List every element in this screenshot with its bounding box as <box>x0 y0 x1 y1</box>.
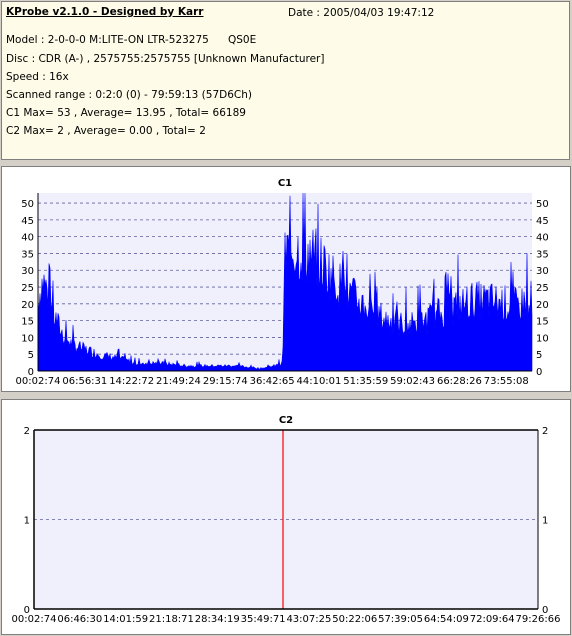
scan-speed: Speed : 16x <box>6 71 69 83</box>
c2-xtick-label: 79:26:66 <box>516 614 561 625</box>
c1-ytick-left: 30 <box>21 266 34 277</box>
c1-ytick-right: 0 <box>536 367 542 378</box>
c2-xtick-label: 43:07:25 <box>286 614 331 625</box>
disc-info: Disc : CDR (A-) , 2575755:2575755 [Unkno… <box>6 53 325 65</box>
c1-xtick-label: 06:56:31 <box>62 376 107 387</box>
drive-model: Model : 2-0-0-0 M:LITE-ON LTR-523275 <box>6 34 209 46</box>
scan-date: Date : 2005/04/03 19:47:12 <box>288 7 435 19</box>
c2-xtick-label: 00:02:74 <box>12 614 57 625</box>
c2-chart-title: C2 <box>279 415 293 426</box>
c1-ytick-right: 30 <box>536 266 549 277</box>
c1-xtick-label: 00:02:74 <box>16 376 61 387</box>
scanned-range: Scanned range : 0:2:0 (0) - 79:59:13 (57… <box>6 89 252 101</box>
c2-xtick-label: 72:09:64 <box>470 614 515 625</box>
c1-ytick-left: 5 <box>28 350 34 361</box>
c2-xtick-label: 14:01:59 <box>103 614 148 625</box>
c2-xtick-label: 28:34:19 <box>195 614 240 625</box>
c1-xtick-label: 44:10:01 <box>296 376 341 387</box>
info-panel: KProbe v2.1.0 - Designed by Karr Date : … <box>1 1 570 160</box>
c1-chart-title: C1 <box>278 178 292 189</box>
c1-ytick-right: 20 <box>536 300 549 311</box>
c1-ytick-right: 15 <box>536 317 549 328</box>
c2-chart-panel: 0 0 1 1 2 2 00:02:74 06:46:30 14:01:59 21:18:71 28… <box>1 399 571 635</box>
c1-ytick-left: 45 <box>21 216 34 227</box>
c2-stats: C2 Max= 2 , Average= 0.00 , Total= 2 <box>6 125 206 137</box>
c2-ytick-left: 1 <box>24 516 30 527</box>
c1-xtick-label: 73:55:08 <box>484 376 529 387</box>
c2-xtick-label: 06:46:30 <box>57 614 102 625</box>
c2-chart: 0 0 1 1 2 2 00:02:74 06:46:30 14:01:59 21:18:71 28… <box>12 415 561 625</box>
c1-ytick-right: 5 <box>536 350 542 361</box>
c1-chart: 0 0 5 5 10 10 15 15 20 20 25 25 30 30 35 35 40 40 45 45 50 50… <box>16 178 549 387</box>
c2-xtick-label: 35:49:71 <box>241 614 286 625</box>
c1-ytick-left: 10 <box>21 333 34 344</box>
app-title: KProbe v2.1.0 - Designed by Karr <box>6 6 204 18</box>
c2-ytick-right: 0 <box>542 605 548 616</box>
c1-series <box>37 192 533 372</box>
c1-ytick-right: 40 <box>536 233 549 244</box>
c2-ytick-left: 2 <box>24 426 30 437</box>
c1-xtick-label: 14:22:72 <box>109 376 154 387</box>
firmware-code: QS0E <box>228 34 257 46</box>
c1-xtick-label: 59:02:43 <box>390 376 435 387</box>
c1-ytick-right: 50 <box>536 199 549 210</box>
c2-xtick-label: 21:18:71 <box>149 614 194 625</box>
c1-ytick-left: 20 <box>21 300 34 311</box>
c1-xtick-label: 51:35:59 <box>343 376 388 387</box>
c1-area <box>37 192 533 372</box>
c2-ytick-left: 0 <box>24 605 30 616</box>
c2-ytick-right: 2 <box>542 426 548 437</box>
c2-xtick-label: 57:39:05 <box>378 614 423 625</box>
c1-ytick-right: 35 <box>536 249 549 260</box>
c1-xtick-label: 36:42:65 <box>250 376 295 387</box>
c1-ytick-left: 50 <box>21 199 34 210</box>
c1-xtick-label: 66:28:26 <box>437 376 482 387</box>
c1-ytick-left: 0 <box>28 367 34 378</box>
c1-stats: C1 Max= 53 , Average= 13.95 , Total= 661… <box>6 107 246 119</box>
c1-chart-panel: 0 0 5 5 10 10 15 15 20 20 25 25 30 30 35 35 40 40 45 45 50 50… <box>1 166 571 392</box>
c1-ytick-left: 40 <box>21 233 34 244</box>
c2-xtick-label: 64:54:09 <box>424 614 469 625</box>
c2-ytick-right: 1 <box>542 516 548 527</box>
c1-ytick-left: 35 <box>21 249 34 260</box>
c1-ytick-right: 45 <box>536 216 549 227</box>
c1-ytick-right: 10 <box>536 333 549 344</box>
c1-ytick-left: 25 <box>21 283 34 294</box>
c1-ytick-left: 15 <box>21 317 34 328</box>
c1-xtick-label: 29:15:74 <box>203 376 248 387</box>
c1-xtick-label: 21:49:24 <box>156 376 201 387</box>
c2-xtick-label: 50:22:06 <box>332 614 377 625</box>
c1-ytick-right: 25 <box>536 283 549 294</box>
